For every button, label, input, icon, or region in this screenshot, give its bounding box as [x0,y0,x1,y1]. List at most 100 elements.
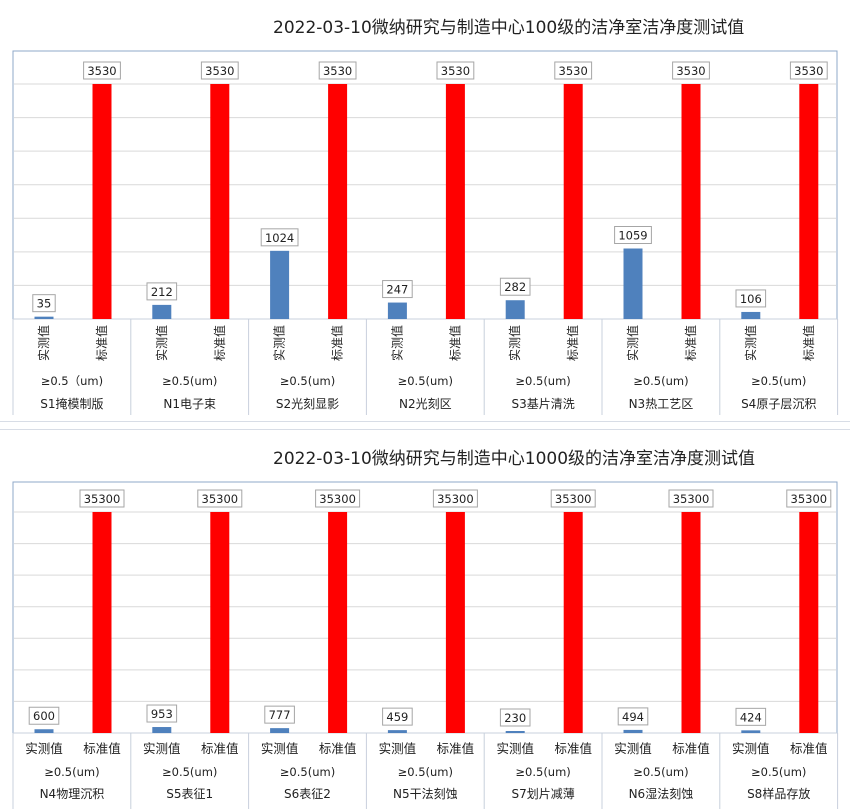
series-tick-label: 实测值 [379,741,417,756]
category-label: N5干法刻蚀 [393,787,458,801]
data-label: 1024 [265,231,294,245]
data-label-box [554,61,593,80]
category-label: S8样品存放 [747,786,810,801]
bar-standard [681,512,701,733]
particle-size-label: ≥0.5(um) [280,765,335,779]
particle-size-label: ≥0.5(um) [515,765,570,779]
bar-measured [387,730,407,733]
data-label-box [550,489,596,508]
data-label: 3530 [559,64,588,78]
category-label: S1掩模制版 [40,397,103,411]
category-label: N1电子束 [163,397,216,411]
data-label-box [28,706,60,725]
data-label: 3530 [205,64,234,78]
bar-standard [563,84,583,319]
bar-standard [799,84,819,319]
series-tick-label: 标准值 [83,741,121,756]
particle-size-label: ≥0.5(um) [398,374,453,388]
data-label: 35300 [555,492,592,506]
series-tick-label: 标准值 [565,325,580,361]
bar-standard [563,512,583,733]
particle-size-label: ≥0.5(um) [162,374,217,388]
bar-standard [210,512,230,733]
bar-standard [799,512,819,733]
category-label: N6湿法刻蚀 [629,786,694,801]
category-label: S7划片减薄 [511,786,574,801]
data-label: 459 [386,710,408,724]
data-label-box [146,282,178,301]
series-tick-label: 标准值 [672,741,710,756]
series-tick-label: 标准值 [801,325,816,361]
data-label-box [436,61,475,80]
data-label: 106 [740,292,762,306]
bar-measured [387,302,407,319]
data-label: 424 [740,710,762,724]
bar-measured [152,304,172,319]
data-label: 230 [504,711,526,725]
data-label: 3530 [676,64,705,78]
data-label-box [672,61,710,80]
data-label-box [146,704,178,723]
data-label: 3530 [441,64,470,78]
data-label-box [32,294,56,313]
series-tick-label: 标准值 [201,741,239,756]
data-label: 3530 [323,64,352,78]
data-label-box [432,489,478,508]
series-tick-label: 标准值 [212,325,227,361]
data-label: 3530 [794,64,823,78]
data-label-box [382,707,413,726]
chart-divider [0,421,850,431]
particle-size-label: ≥0.5(um) [398,765,453,779]
data-label: 35300 [791,492,828,506]
bar-measured [34,316,54,319]
data-label-box [264,705,295,724]
data-label-box [83,61,121,80]
bar-standard [92,512,112,733]
data-label: 1059 [618,229,647,243]
chart-title: 2022-03-10微纳研究与制造中心1000级的洁净室洁净度测试值 [273,449,756,469]
data-label-box [260,228,299,247]
particle-size-label: ≥0.5(um) [751,765,806,779]
series-tick-label: 实测值 [272,325,287,361]
data-label: 35300 [202,492,239,506]
plot-area [12,481,838,734]
bar-measured [34,729,54,733]
series-tick-label: 实测值 [389,325,404,361]
particle-size-label: ≥0.5(um) [633,374,688,388]
bar-standard [328,84,348,319]
bar-measured [741,311,761,319]
data-label: 494 [622,710,644,724]
bar-measured [505,300,525,319]
series-tick-label: 实测值 [625,325,640,361]
particle-size-label: ≥0.5(um) [633,765,688,779]
data-label: 247 [386,283,408,297]
series-tick-label: 实测值 [143,741,181,756]
category-label: S5表征1 [166,787,213,801]
bar-measured [152,727,172,733]
bar-measured [623,248,643,319]
series-tick-label: 标准值 [319,741,357,756]
category-label: S2光刻显影 [276,397,339,411]
data-label-box [318,61,357,80]
chart-title: 2022-03-10微纳研究与制造中心100级的洁净室洁净度测试值 [273,18,745,38]
category-label: N2光刻区 [399,397,452,411]
chart-100-class: 2022-03-10微纳研究与制造中心100级的洁净室洁净度测试值 35 实测值 2… [12,18,839,415]
bar-standard [445,512,465,733]
data-label-box [499,277,531,296]
data-label: 35300 [319,492,356,506]
series-tick-label: 实测值 [496,741,534,756]
series-tick-label: 标准值 [447,325,462,361]
category-label: N4物理沉积 [40,787,105,801]
data-label-box [668,489,714,508]
category-label: S4原子层沉积 [741,397,816,411]
category-label: S3基片清洗 [511,397,574,411]
data-label: 35300 [673,492,710,506]
series-tick-label: 标准值 [554,741,592,756]
data-label: 35 [37,297,52,311]
bar-measured [623,729,643,733]
bar-measured [741,730,761,733]
data-label-box [315,489,361,508]
data-label-box [79,489,125,508]
data-label-box [735,707,767,726]
particle-size-label: ≥0.5(um) [515,374,570,388]
